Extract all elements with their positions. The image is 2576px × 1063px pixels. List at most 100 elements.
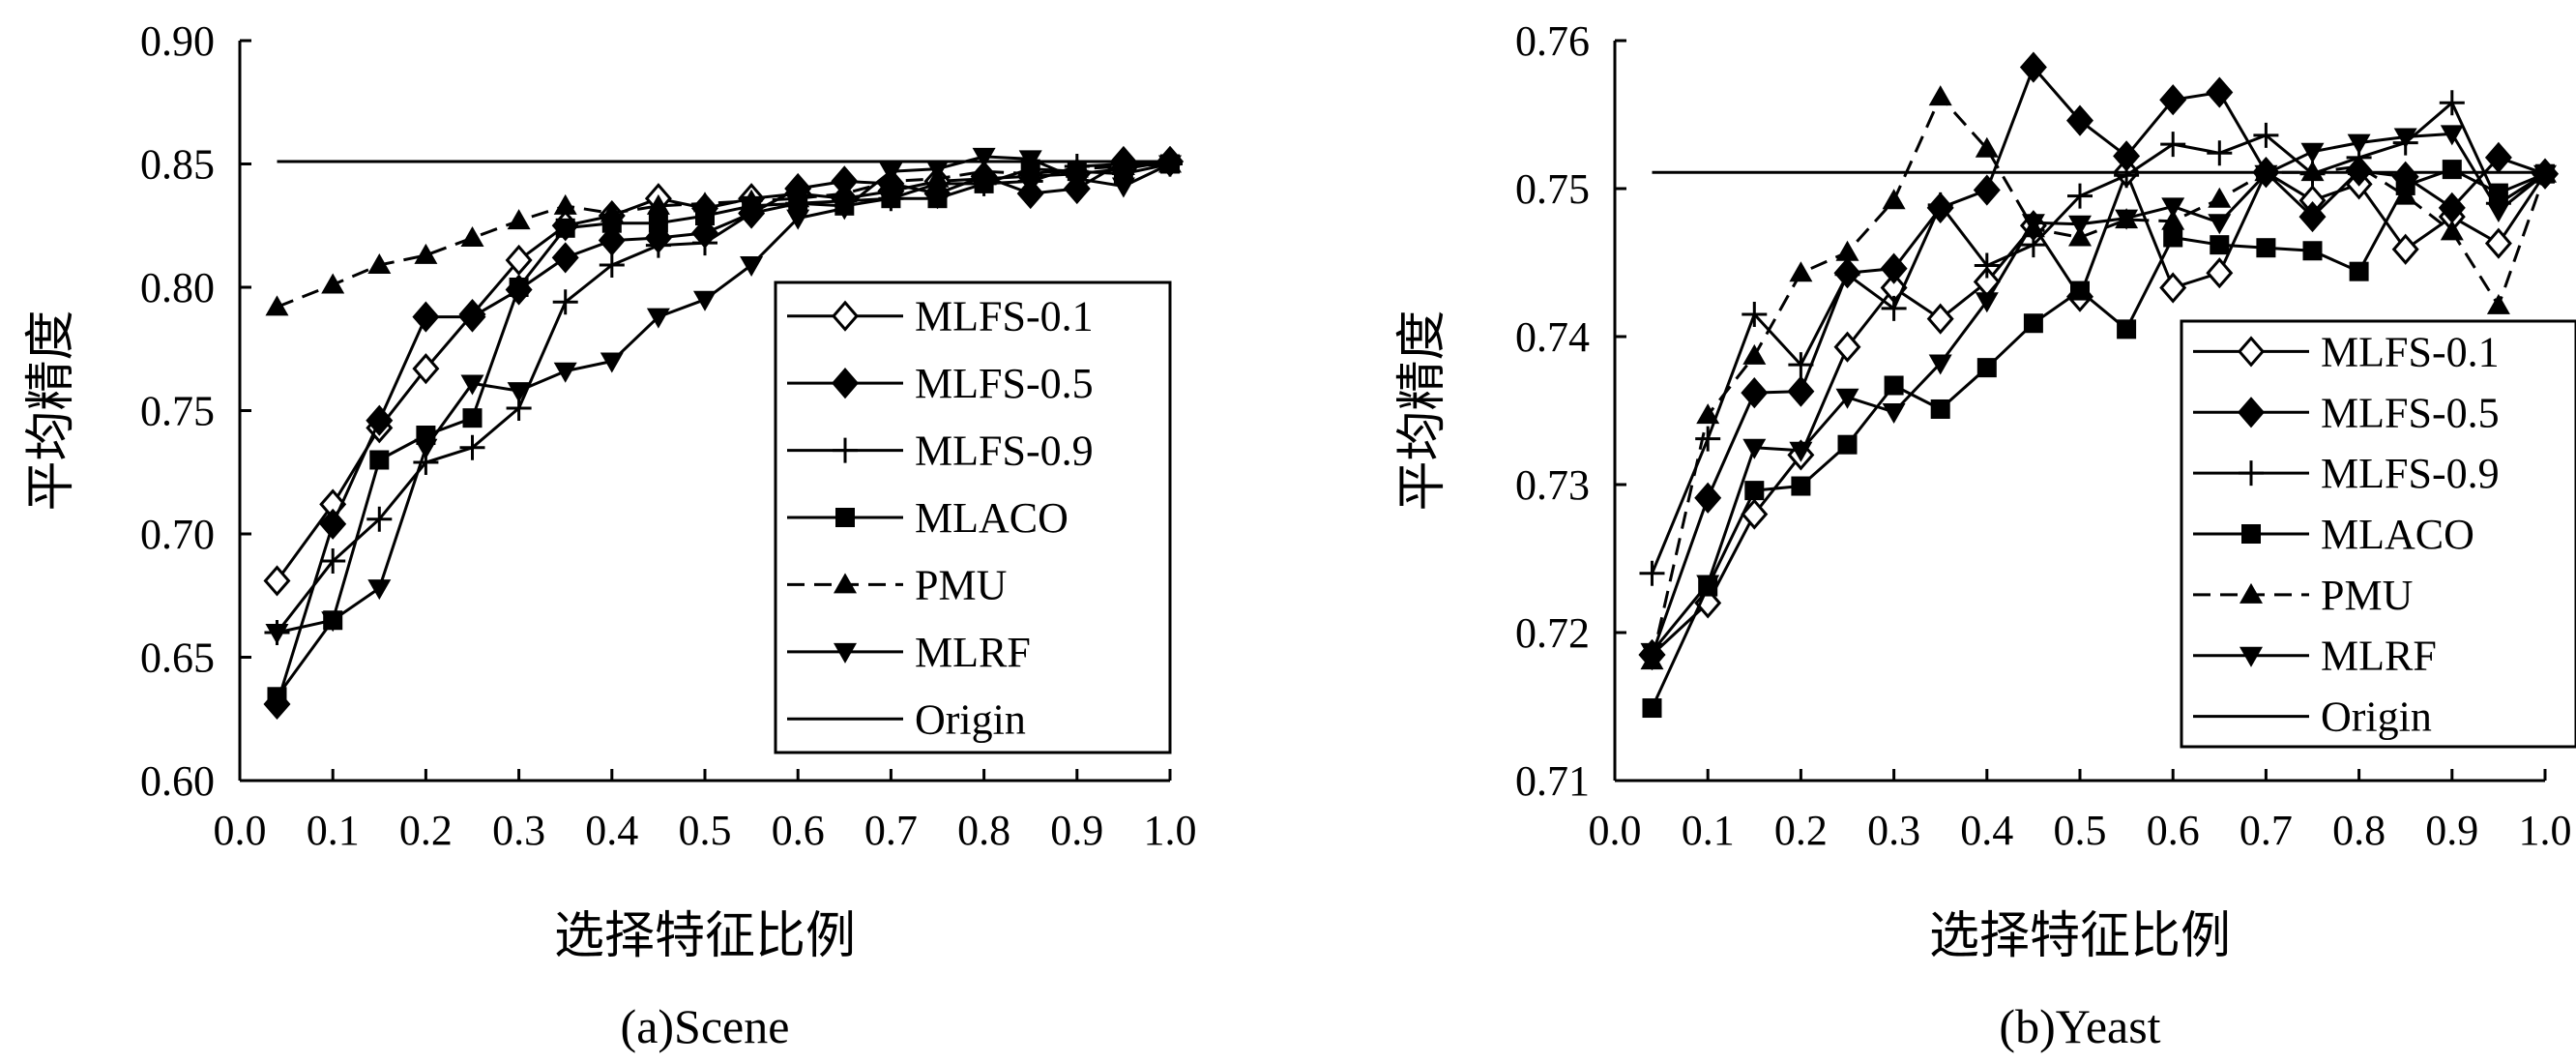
data-point xyxy=(412,353,440,385)
data-point xyxy=(2253,122,2279,148)
data-point xyxy=(553,362,577,383)
panel-caption: (a)Scene xyxy=(621,999,790,1053)
legend-marker xyxy=(835,508,855,527)
scene-panel: 0.60 0.65 0.70 0.75 0.80 0.85 0.90 0.0 0.1 0.2 0.3… xyxy=(24,17,1197,1053)
x-axis-title: 选择特征比例 xyxy=(554,909,856,964)
data-point xyxy=(2066,104,2093,136)
data-point xyxy=(2019,51,2047,83)
data-point xyxy=(972,147,996,168)
data-point xyxy=(740,256,764,278)
x-tick-label: 0.9 xyxy=(2425,807,2478,854)
data-point xyxy=(2067,183,2093,209)
data-point xyxy=(2484,227,2512,259)
data-point xyxy=(319,508,347,540)
data-point xyxy=(2300,161,2325,182)
legend-label: MLACO xyxy=(915,494,1068,542)
data-point xyxy=(1928,85,1952,106)
x-tick-label: 0.3 xyxy=(492,807,545,854)
legend-label: Origin xyxy=(915,695,1026,743)
data-point xyxy=(2393,184,2417,205)
data-point xyxy=(1741,377,1769,409)
panel-caption: (b)Yeast xyxy=(1999,999,2160,1053)
x-axis-title: 选择特征比例 xyxy=(1929,909,2231,964)
data-point xyxy=(925,160,950,181)
data-point xyxy=(1111,177,1135,198)
legend-label: MLFS-0.1 xyxy=(2321,328,2500,375)
y-tick-label: 0.70 xyxy=(140,511,215,558)
x-tick-label: 0.2 xyxy=(399,807,453,854)
data-point xyxy=(972,160,996,181)
data-point xyxy=(1642,698,1662,719)
data-point xyxy=(2210,235,2230,255)
data-point xyxy=(1974,252,2000,279)
data-point xyxy=(1882,189,1906,210)
legend-marker xyxy=(2238,336,2265,368)
data-point xyxy=(1837,434,1858,455)
data-point xyxy=(1973,174,2001,206)
data-point xyxy=(2021,214,2045,235)
legend-marker xyxy=(2239,460,2264,487)
data-point xyxy=(265,295,289,316)
data-point xyxy=(2439,90,2465,116)
data-point xyxy=(2070,281,2090,301)
data-point xyxy=(2488,183,2508,203)
data-point xyxy=(1834,261,1860,287)
data-point xyxy=(321,611,345,633)
data-point xyxy=(1927,192,1953,218)
x-tick-label: 1.0 xyxy=(1144,807,1197,854)
series-mlrf xyxy=(1640,125,2557,664)
data-point xyxy=(1696,575,1720,596)
data-point xyxy=(2349,261,2369,281)
data-point xyxy=(1639,560,1665,586)
data-point xyxy=(2347,155,2371,176)
data-point xyxy=(366,404,394,436)
data-point xyxy=(2208,214,2232,235)
data-point xyxy=(599,252,625,279)
x-tick-label: 0.1 xyxy=(307,807,360,854)
x-tick-label: 0.5 xyxy=(679,807,732,854)
data-point xyxy=(2347,133,2371,155)
x-tick-label: 0.4 xyxy=(1960,807,2013,854)
data-point xyxy=(367,579,392,601)
data-point xyxy=(2161,209,2185,230)
data-point xyxy=(2302,241,2323,261)
data-point xyxy=(2486,201,2510,222)
data-point xyxy=(2208,187,2232,208)
data-point xyxy=(265,624,289,644)
y-tick-label: 0.71 xyxy=(1515,757,1590,805)
data-point xyxy=(2393,128,2417,149)
x-tick-label: 0.4 xyxy=(585,807,638,854)
data-point xyxy=(600,352,624,373)
data-point xyxy=(2300,142,2325,163)
data-point xyxy=(1880,252,1908,284)
series-line xyxy=(1651,95,2547,662)
x-tick-label: 0.1 xyxy=(1682,807,1735,854)
data-point xyxy=(2391,233,2419,265)
data-point xyxy=(366,506,393,532)
data-point xyxy=(1884,375,1904,396)
x-tick-label: 0.5 xyxy=(2054,807,2107,854)
data-point xyxy=(1930,399,1950,419)
legend: MLFS-0.1 MLFS-0.5 MLFS-0.9 MLACO PMU MLRF Orig… xyxy=(2180,319,2576,749)
data-point xyxy=(833,182,857,203)
data-point xyxy=(2298,200,2327,233)
data-point xyxy=(507,209,531,230)
data-point xyxy=(693,290,717,311)
legend: MLFS-0.1 MLFS-0.5 MLFS-0.9 MLACO PMU MLRF Orig… xyxy=(774,281,1172,754)
data-point xyxy=(786,187,810,208)
data-point xyxy=(1111,155,1135,176)
data-point xyxy=(2440,125,2464,146)
data-point xyxy=(692,230,717,256)
series-line xyxy=(276,162,1171,309)
x-tick-label: 0.7 xyxy=(864,807,918,854)
legend-label: MLFS-0.1 xyxy=(915,293,1094,340)
data-point xyxy=(2207,140,2233,166)
data-point xyxy=(2159,272,2187,304)
data-point xyxy=(833,199,857,221)
x-tick-label: 0.0 xyxy=(1589,807,1642,854)
legend-marker xyxy=(832,368,859,399)
data-point xyxy=(1833,331,1861,363)
legend-label: MLFS-0.5 xyxy=(2321,389,2500,436)
legend-label: MLFS-0.9 xyxy=(2321,450,2500,497)
